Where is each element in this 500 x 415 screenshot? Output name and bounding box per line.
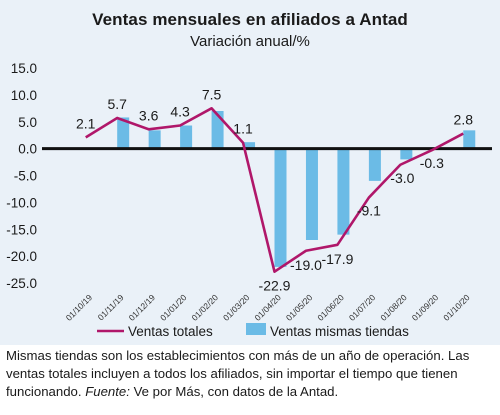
bar-mismas-tiendas [148,130,161,149]
bar-mismas-tiendas [400,148,413,160]
x-tick-label: 01/09/20 [410,292,441,323]
line-ventas-totales [85,107,464,274]
x-tick-label: 01/03/20 [221,292,252,323]
y-tick-label: 5.0 [18,115,37,130]
y-tick-label: 15.0 [11,61,37,76]
x-tick-label: 01/01/20 [158,292,189,323]
x-tick-label: 01/04/20 [252,292,283,323]
footnote-source-label: Fuente: [85,384,130,399]
data-label: -0.3 [420,155,444,171]
bar-mismas-tiendas [180,125,193,149]
x-tick-label: 01/11/19 [96,292,126,322]
y-tick-label: 0.0 [18,142,37,157]
y-tick-label: -5.0 [14,169,37,184]
x-tick-label: 01/02/20 [190,292,221,323]
data-label: -17.9 [321,251,353,267]
bar-mismas-tiendas [463,130,476,149]
data-label: -3.0 [390,170,414,186]
bar-mismas-tiendas [305,148,318,240]
y-tick-label: -15.0 [6,222,37,237]
x-tick-label: 01/06/20 [315,292,346,323]
data-label: -22.9 [259,278,291,294]
y-tick-label: -25.0 [6,276,37,291]
bar-mismas-tiendas [243,142,256,149]
footnote: Mismas tiendas son los establecimientos … [6,347,496,401]
chart-subtitle: Variación anual/% [190,33,310,50]
legend-label-ventas-totales: Ventas totales [128,324,213,339]
bar-mismas-tiendas [117,117,130,149]
data-label: 3.6 [139,107,159,123]
bar-mismas-tiendas [368,148,381,181]
x-tick-label: 01/10/20 [441,292,472,323]
legend-bar-swatch [246,323,266,335]
x-tick-label: 01/07/20 [347,292,378,323]
data-label: 1.1 [233,121,253,137]
bar-mismas-tiendas [337,148,350,235]
legend-label-mismas-tiendas: Ventas mismas tiendas [270,324,409,339]
chart-svg: 15.0 10.0 5.0 0.0 -5.0 -10.0 -15.0 -20.0 -25.0 2.… [6,61,492,339]
data-label: 2.8 [454,112,474,128]
x-tick-label: 01/08/20 [378,292,409,323]
data-label: 2.1 [76,115,96,131]
x-tick-label: 01/05/20 [284,292,315,323]
data-label: -9.1 [357,203,381,219]
bar-mismas-tiendas [274,148,287,267]
y-tick-label: -20.0 [6,249,37,264]
bar-mismas-tiendas [211,111,224,149]
footnote-text: Mismas tiendas son los establecimientos … [6,348,470,399]
x-tick-label: 01/12/19 [127,292,158,323]
footnote-source: Ve por Más, con datos de la Antad. [133,384,339,399]
data-label: 7.5 [202,86,222,102]
data-label: 4.3 [170,104,190,120]
x-tick-label: 01/10/19 [64,292,95,323]
y-tick-label: 10.0 [11,88,37,103]
chart-title: Ventas mensuales en afiliados a Antad [92,10,408,29]
data-label: -19.0 [290,257,322,273]
data-label: 5.7 [107,96,127,112]
y-tick-label: -10.0 [6,195,37,210]
